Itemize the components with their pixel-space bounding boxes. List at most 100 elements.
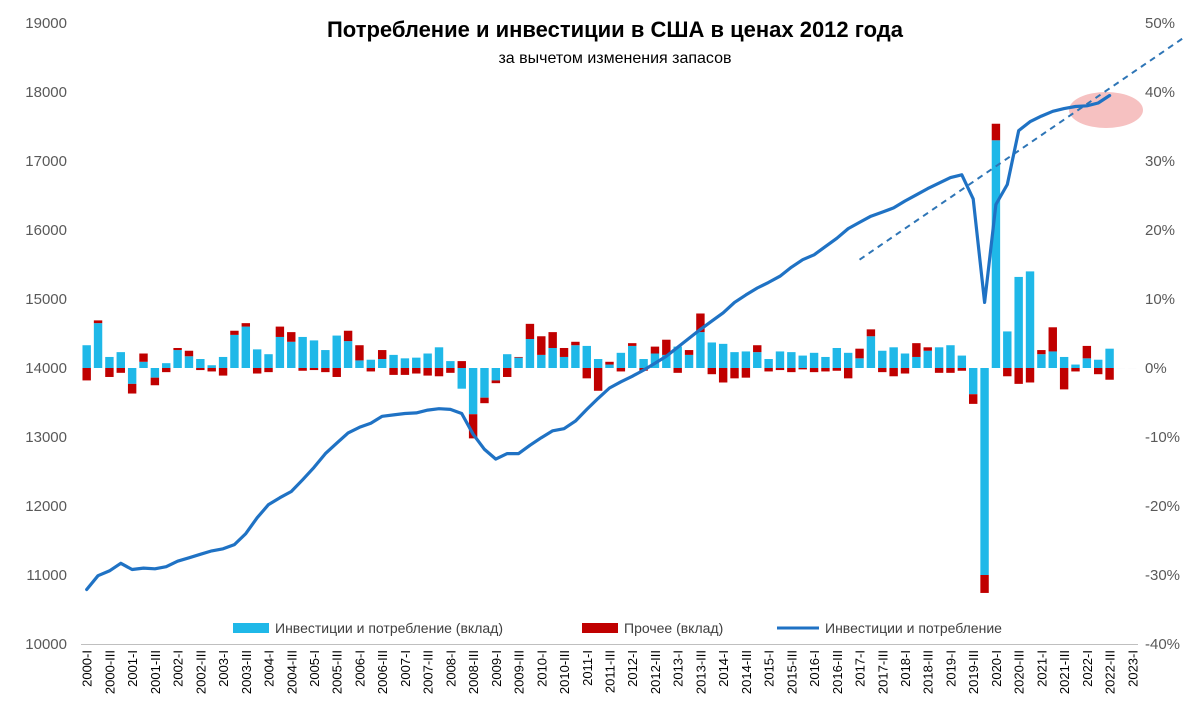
right-tick-label: -40% [1145,636,1180,653]
bar-other-contribution [82,368,91,381]
bar-investment-contribution [866,336,876,368]
bar-other-contribution [196,368,205,371]
bar-other-contribution [503,368,512,377]
x-tick-label: 2022-I [1080,650,1095,687]
bar-other-contribution [809,368,819,373]
bar-investment-contribution [798,355,807,368]
bar-other-contribution [105,368,114,377]
bar-investment-contribution [434,347,444,368]
right-tick-label: 10% [1145,291,1175,308]
bar-investment-contribution [1082,358,1092,368]
bar-other-contribution [968,394,978,404]
bar-other-contribution [162,368,171,373]
bar-other-contribution [514,356,523,358]
left-tick-label: 11000 [26,567,67,584]
bar-investment-contribution [480,368,489,398]
bar-other-contribution [1082,345,1092,359]
bar-investment-contribution [1025,271,1035,368]
x-tick-label: 2018-III [921,650,936,694]
bar-investment-contribution [821,356,830,368]
trend-line [858,35,1186,261]
left-tick-label: 10000 [25,636,67,653]
right-tick-label: -10% [1145,429,1180,446]
x-tick-label: 2007-I [398,650,413,687]
bar-other-contribution [741,368,751,378]
bar-investment-contribution [582,345,591,368]
x-tick-label: 2014-III [739,650,754,694]
bar-other-contribution [866,329,876,337]
bar-investment-contribution [1059,356,1069,368]
bar-other-contribution [400,368,410,375]
bar-investment-contribution [377,359,387,368]
bar-other-contribution [537,336,546,355]
bar-other-contribution [480,397,489,404]
x-tick-label: 2010-III [557,650,572,694]
bar-investment-contribution [423,353,432,368]
bar-investment-contribution [855,358,864,368]
bar-investment-contribution [593,359,603,368]
right-tick-label: -20% [1145,498,1180,515]
bar-other-contribution [1025,368,1035,383]
bar-investment-contribution [1048,351,1057,368]
bar-investment-contribution [116,352,125,368]
chart-subtitle: за вычетом изменения запасов [498,50,731,67]
x-tick-label: 2004-III [284,650,299,694]
bar-investment-contribution [707,342,716,368]
bar-investment-contribution [696,332,705,368]
bar-other-contribution [434,368,444,377]
bar-investment-contribution [275,336,285,368]
bar-other-contribution [582,368,591,379]
bar-other-contribution [650,346,660,354]
bar-investment-contribution [218,356,228,368]
right-axis-ticks: -40% -30% -20% -10% 0% 10% 20% 30% 40% 50% [1145,15,1180,653]
bar-other-contribution [593,368,603,391]
bar-other-contribution [900,368,910,374]
x-tick-label: 2003-I [216,650,231,687]
x-tick-label: 2023-I [1125,650,1140,687]
x-tick-label: 2001-III [148,650,163,694]
bar-investment-contribution [605,364,614,368]
bar-other-contribution [264,368,273,373]
bar-investment-contribution [946,345,955,368]
bar-investment-contribution [127,368,137,384]
bar-investment-contribution [389,354,398,368]
bar-investment-contribution [82,345,91,368]
x-tick-label: 2000-III [102,650,117,694]
bar-other-contribution [1048,327,1057,352]
bar-investment-contribution [730,352,739,368]
bar-investment-contribution [93,323,103,368]
bar-investment-contribution [559,356,569,368]
bar-investment-contribution [912,356,921,368]
bar-investment-contribution [241,326,251,368]
x-tick-label: 2017-III [875,650,890,694]
bar-investment-contribution [843,352,853,368]
bar-investment-contribution [662,354,671,368]
x-tick-label: 2021-I [1034,650,1049,687]
bar-investment-contribution [332,335,341,368]
bar-investment-contribution [207,365,216,368]
bar-investment-contribution [173,350,182,368]
left-tick-label: 19000 [25,15,67,32]
bar-other-contribution [139,353,148,362]
bar-other-contribution [662,339,671,355]
bar-other-contribution [730,368,739,379]
bar-investment-contribution [571,345,580,368]
bar-investment-contribution [889,347,898,368]
x-tick-label: 2006-I [352,650,367,687]
right-tick-label: 20% [1145,222,1175,239]
bar-other-contribution [1094,368,1103,375]
left-tick-label: 12000 [25,498,67,515]
bar-other-contribution [298,368,307,371]
left-tick-label: 14000 [25,360,67,377]
bar-investment-contribution [718,343,728,368]
x-tick-label: 2012-I [625,650,640,687]
bar-other-contribution [787,368,796,373]
x-tick-label: 2003-III [239,650,254,694]
bar-other-contribution [1014,368,1023,384]
bar-investment-contribution [457,368,466,389]
bar-investment-contribution [1003,331,1012,368]
bar-other-contribution [707,368,716,375]
left-axis-ticks: 10000 11000 12000 13000 14000 15000 16000 17000… [25,15,67,653]
x-tick-label: 2013-I [671,650,686,687]
